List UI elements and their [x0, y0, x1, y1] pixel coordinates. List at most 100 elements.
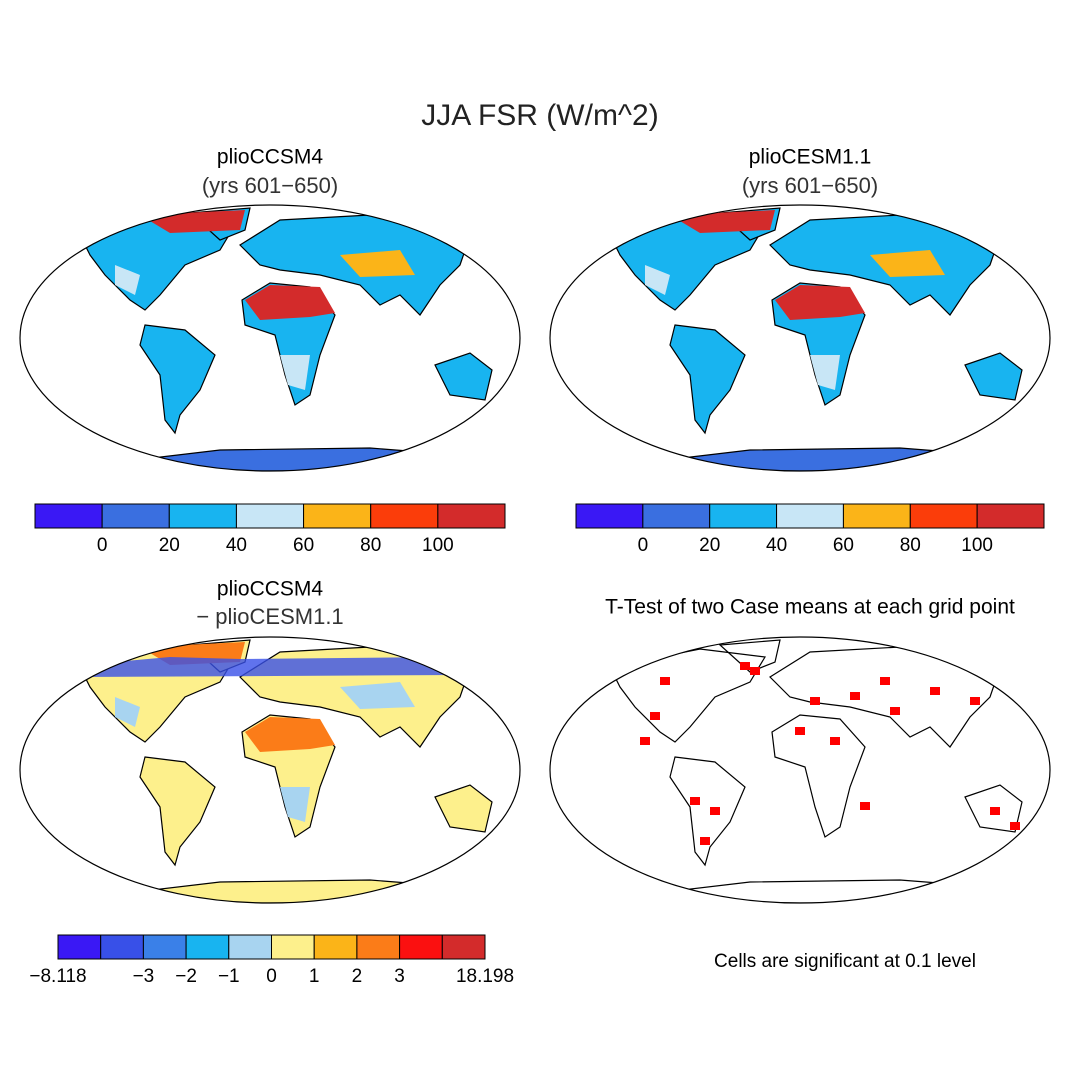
map-border	[549, 204, 1051, 472]
colorbar-box	[642, 503, 711, 529]
significant-cell	[970, 697, 980, 705]
significant-cell	[740, 662, 750, 670]
significant-cell	[710, 807, 720, 815]
colorbar-label: −1	[218, 966, 240, 987]
panel-title: plioCCSM4	[217, 146, 324, 169]
continent	[669, 756, 746, 867]
map-border	[19, 204, 521, 472]
continent	[98, 879, 462, 903]
map-panel	[549, 636, 1051, 904]
note: Cells are significant at 0.1 level	[714, 951, 976, 972]
figure-title: JJA FSR (W/m^2)	[421, 99, 658, 132]
colorbar-label: 60	[833, 535, 854, 556]
colorbar-label: 80	[360, 535, 381, 556]
continent	[628, 879, 992, 903]
map-land	[79, 207, 493, 471]
significant-cell	[890, 707, 900, 715]
map-land	[609, 207, 1023, 471]
colorbar: −8.118 −3 −2 −1 0 1 2 3 18.198	[29, 934, 514, 987]
significant-cell	[640, 737, 650, 745]
map-panel	[549, 204, 1051, 472]
significant-cell	[880, 677, 890, 685]
continent	[139, 756, 216, 867]
significant-cell	[750, 667, 760, 675]
panel-subtitle: (yrs 601−650)	[202, 173, 338, 198]
colorbar-label: 2	[352, 966, 363, 987]
region	[245, 717, 335, 752]
region	[870, 250, 945, 277]
panel-subtitle: − plioCESM1.1	[196, 604, 343, 629]
colorbar-box	[370, 503, 439, 529]
colorbar-label: 80	[900, 535, 921, 556]
colorbar-box	[575, 503, 644, 529]
region	[340, 250, 415, 277]
continent	[669, 324, 746, 435]
significant-cell	[930, 687, 940, 695]
colorbar-box	[168, 503, 237, 529]
region	[115, 697, 140, 727]
region	[115, 265, 140, 295]
significant-cell	[990, 807, 1000, 815]
region	[280, 787, 310, 822]
continent	[434, 352, 493, 401]
significant-cell	[650, 712, 660, 720]
continent	[628, 447, 992, 471]
colorbar-box	[356, 934, 401, 960]
panel-title: plioCCSM4	[217, 578, 324, 601]
colorbar-box	[34, 503, 103, 529]
colorbar-label: 40	[766, 535, 787, 556]
significant-cell	[1010, 822, 1020, 830]
colorbar-box	[976, 503, 1045, 529]
continent	[609, 648, 766, 743]
colorbar-box	[228, 934, 273, 960]
colorbar-label: −3	[133, 966, 155, 987]
significant-cell	[795, 727, 805, 735]
continent	[98, 447, 462, 471]
continent	[964, 784, 1023, 833]
significant-cell	[830, 737, 840, 745]
significant-cell	[700, 837, 710, 845]
significant-cell	[660, 677, 670, 685]
colorbar-box	[235, 503, 305, 529]
colorbar-label: 3	[394, 966, 405, 987]
colorbar-box	[709, 503, 778, 529]
panel-subtitle: (yrs 601−650)	[742, 173, 878, 198]
continent	[964, 352, 1023, 401]
colorbar-box	[313, 934, 358, 960]
map-border	[19, 636, 521, 904]
colorbar-box	[142, 934, 187, 960]
colorbar-label: 1	[309, 966, 320, 987]
region	[280, 355, 310, 390]
continent	[139, 324, 216, 435]
region	[245, 285, 335, 320]
map-border	[549, 636, 1051, 904]
region	[810, 355, 840, 390]
colorbar-label: 0	[266, 966, 277, 987]
colorbar-label: 20	[159, 535, 180, 556]
colorbar-box	[909, 503, 978, 529]
map-land	[609, 639, 1023, 903]
colorbar-label: 20	[699, 535, 720, 556]
colorbar-label: 18.198	[456, 966, 514, 987]
significant-cell	[850, 692, 860, 700]
significant-cell	[860, 802, 870, 810]
colorbar-box	[100, 934, 144, 960]
map-panel	[19, 636, 521, 904]
colorbar-box	[303, 503, 372, 529]
panel-title: plioCESM1.1	[749, 146, 872, 169]
colorbar-box	[441, 934, 486, 960]
colorbar-label: −2	[175, 966, 197, 987]
colorbar-label: 60	[293, 535, 314, 556]
colorbar-box	[271, 934, 315, 960]
panel-title: T-Test of two Case means at each grid po…	[605, 596, 1015, 619]
significant-cell	[690, 797, 700, 805]
region	[340, 682, 415, 709]
region	[775, 285, 865, 320]
continent	[771, 714, 866, 838]
colorbar-box	[185, 934, 230, 960]
colorbar-box	[399, 934, 443, 960]
colorbar-label: 40	[226, 535, 247, 556]
colorbar-box	[776, 503, 844, 529]
continent	[434, 784, 493, 833]
